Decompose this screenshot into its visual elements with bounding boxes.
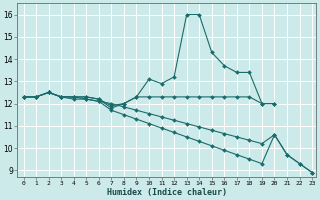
X-axis label: Humidex (Indice chaleur): Humidex (Indice chaleur) [107,188,227,197]
